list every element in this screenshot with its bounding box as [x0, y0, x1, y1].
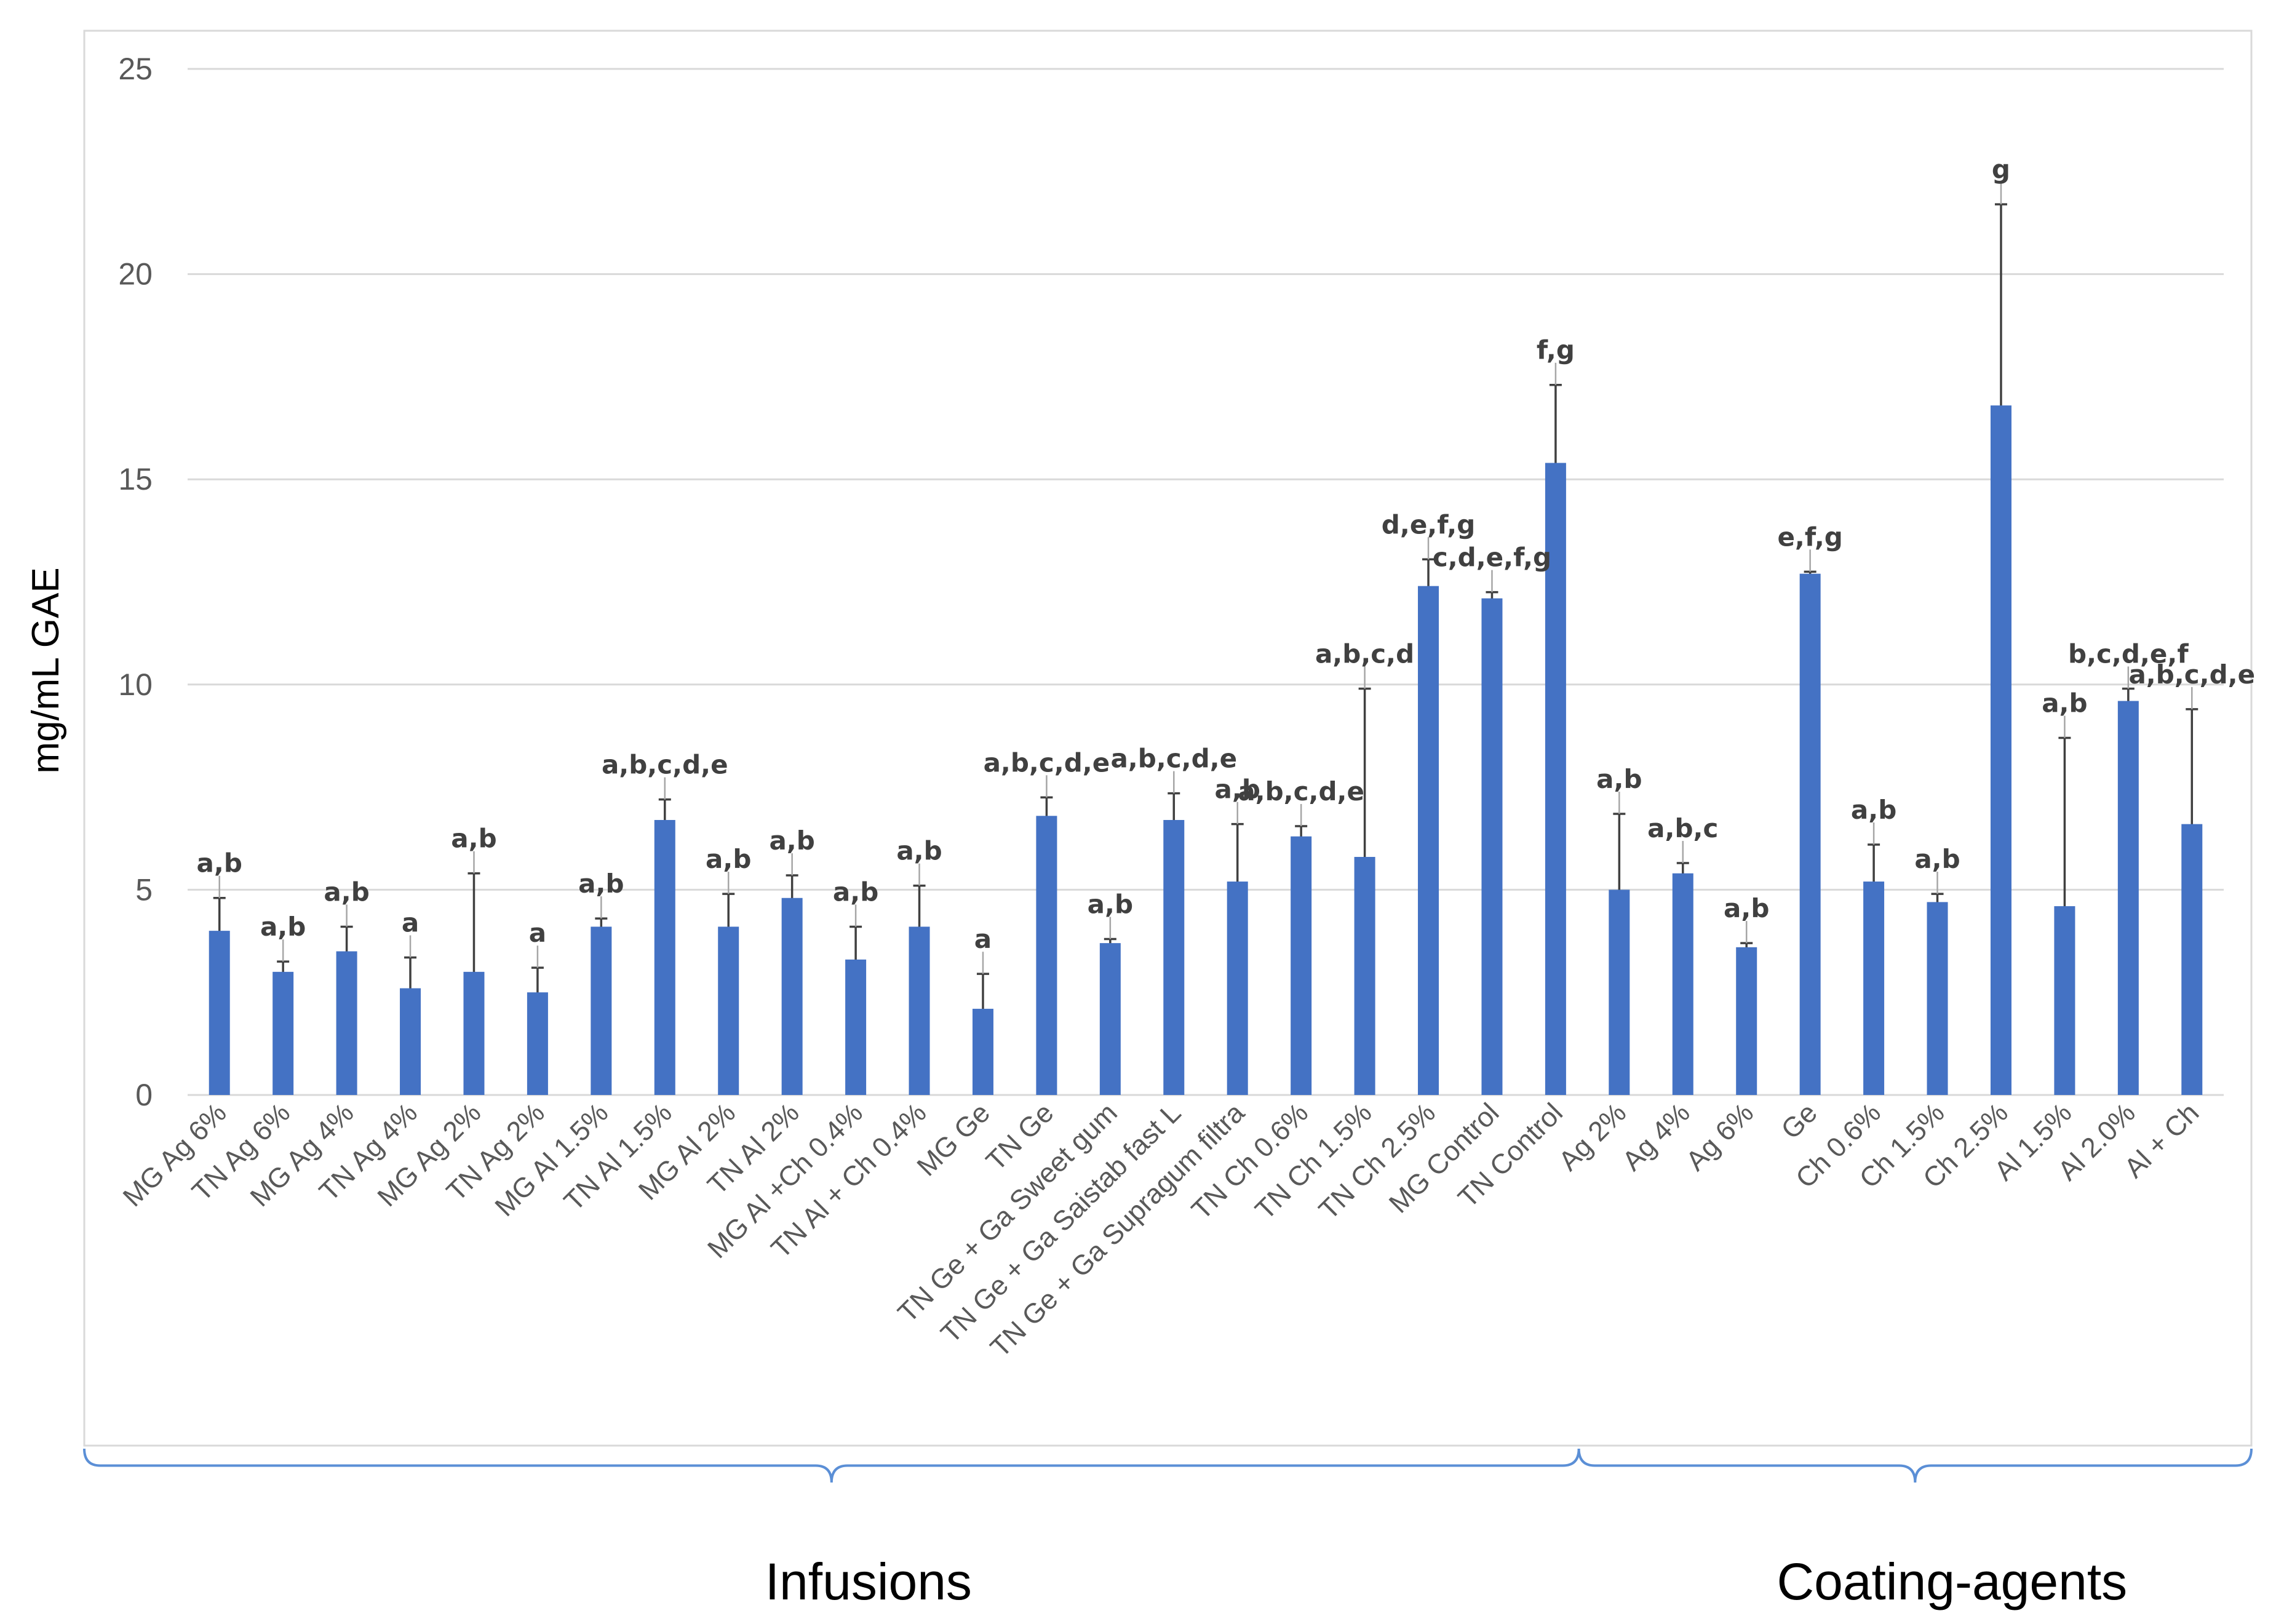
bar — [1990, 405, 2011, 1095]
group-brace — [83, 1448, 1580, 1483]
significance-label: f,g — [1537, 335, 1575, 365]
x-tick-label: Ge — [1775, 1097, 1823, 1145]
y-tick-label: 25 — [118, 52, 153, 86]
bar — [2181, 824, 2203, 1095]
y-tick-label: 15 — [118, 462, 153, 496]
significance-label: e,f,g — [1777, 522, 1842, 552]
significance-label: a,b — [1215, 774, 1260, 805]
bar — [1481, 598, 1503, 1095]
significance-label: a,b,c,d,e — [1238, 776, 1364, 806]
bar — [972, 1008, 993, 1095]
bar — [1227, 882, 1248, 1095]
significance-labels: a,ba,ba,baa,baa,ba,b,c,d,ea,ba,ba,ba,baa… — [197, 154, 2256, 954]
y-tick-label: 0 — [135, 1078, 153, 1112]
bar — [2054, 906, 2075, 1095]
bar — [1163, 819, 1185, 1095]
bar — [1609, 890, 1630, 1095]
label-leaders — [218, 182, 2193, 974]
bar — [1672, 873, 1693, 1095]
bar — [718, 926, 739, 1095]
bar — [1545, 463, 1566, 1096]
significance-label: a,b — [769, 826, 814, 856]
bar — [1863, 882, 1885, 1095]
significance-label: a,b — [1851, 795, 1896, 825]
x-tick-label: Ag 4% — [1616, 1097, 1696, 1177]
bar — [527, 992, 548, 1095]
significance-label: c,d,e,f,g — [1433, 543, 1551, 573]
significance-label: a,b — [2042, 688, 2087, 718]
x-tick-label: Ag 6% — [1679, 1097, 1759, 1177]
significance-label: a,b,c,d,e — [984, 747, 1110, 778]
bar — [1291, 836, 1312, 1095]
y-tick-label: 5 — [135, 872, 153, 907]
y-axis-ticks: 0 5 10 15 20 25 — [118, 52, 153, 1112]
significance-label: a,b,c,d,e — [602, 750, 728, 780]
significance-label: a,b — [197, 848, 242, 878]
y-tick-label: 20 — [118, 257, 153, 292]
chart-frame — [83, 30, 2253, 1447]
bar — [1418, 586, 1439, 1095]
bar — [209, 931, 230, 1095]
significance-label: a,b — [833, 877, 878, 907]
significance-label: a — [529, 918, 546, 948]
x-axis-ticks: MG Ag 6%TN Ag 6%MG Ag 4%TN Ag 4%MG Ag 2%… — [117, 1096, 2205, 1363]
significance-label: a,b,c,d — [1315, 639, 1414, 669]
significance-label: a,b — [1088, 889, 1133, 919]
bars — [209, 405, 2203, 1096]
significance-label: d,e,f,g — [1382, 509, 1475, 539]
x-tick-label: Ag 2% — [1553, 1097, 1633, 1177]
group-brace — [1577, 1448, 2253, 1483]
significance-label: a — [402, 907, 419, 937]
x-tick-label: MG Ge — [910, 1097, 996, 1182]
bar — [781, 898, 803, 1095]
significance-label: a,b — [706, 844, 751, 874]
significance-label: a,b,c,d,e — [2128, 659, 2255, 690]
bar — [1736, 947, 1757, 1095]
group-braces — [83, 1448, 2253, 1483]
group-label: Coating-agents — [1777, 1553, 2127, 1610]
significance-label: g — [1992, 154, 2010, 185]
bar — [1099, 943, 1121, 1095]
bar — [1036, 816, 1057, 1095]
bar — [591, 926, 612, 1095]
bar — [909, 926, 930, 1095]
significance-label: a,b — [578, 869, 624, 899]
significance-label: a,b — [896, 836, 942, 866]
bar — [273, 971, 294, 1095]
bar — [845, 959, 867, 1095]
significance-label: a,b — [451, 824, 496, 854]
significance-label: a — [974, 924, 992, 954]
significance-label: a,b — [260, 912, 306, 942]
bar — [1799, 573, 1821, 1095]
bar — [654, 819, 675, 1095]
group-label: Infusions — [765, 1553, 972, 1610]
bar — [336, 951, 357, 1095]
significance-label: a,b,c — [1647, 813, 1718, 843]
gridlines — [188, 68, 2224, 1096]
significance-label: a,b — [1724, 893, 1769, 923]
group-labels: Infusions Coating-agents — [765, 1553, 2127, 1610]
bar — [1354, 857, 1375, 1095]
bar — [400, 988, 421, 1095]
significance-label: a,b,c,d,e — [1110, 744, 1237, 774]
bar — [1927, 902, 1948, 1095]
significance-label: b,c,d,e,f — [2068, 639, 2189, 669]
significance-label: a,b — [1596, 764, 1642, 794]
error-bars — [213, 203, 2198, 1076]
significance-label: a,b — [324, 877, 369, 907]
significance-label: a,b — [1914, 844, 1960, 874]
y-axis-label: mg/mL GAE — [25, 567, 67, 773]
bar — [463, 971, 485, 1095]
y-tick-label: 10 — [118, 667, 153, 702]
bar — [2117, 701, 2139, 1095]
